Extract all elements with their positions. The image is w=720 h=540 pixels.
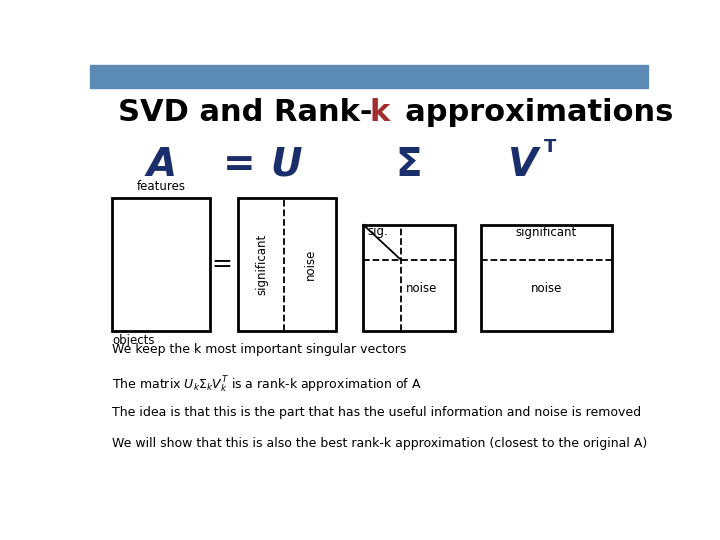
Text: noise: noise: [304, 249, 317, 280]
Text: =: =: [223, 146, 256, 184]
Text: k: k: [369, 98, 390, 127]
Text: We will show that this is also the best rank-k approximation (closest to the ori: We will show that this is also the best …: [112, 437, 647, 450]
Text: features: features: [137, 180, 186, 193]
Text: noise: noise: [406, 282, 438, 295]
Text: The idea is that this is the part that has the useful information and noise is r: The idea is that this is the part that h…: [112, 406, 642, 419]
Text: significant: significant: [516, 226, 577, 239]
Text: SVD and Rank-: SVD and Rank-: [118, 98, 372, 127]
Text: U: U: [271, 146, 302, 184]
Text: objects: objects: [112, 334, 155, 347]
Text: A: A: [146, 146, 176, 184]
Bar: [481, 225, 612, 331]
Text: sig.: sig.: [368, 225, 389, 238]
Text: noise: noise: [531, 282, 562, 295]
Text: The matrix $U_k\Sigma_k V_k^T$ is a rank-k approximation of A: The matrix $U_k\Sigma_k V_k^T$ is a rank…: [112, 375, 422, 395]
Text: We keep the k most important singular vectors: We keep the k most important singular ve…: [112, 343, 407, 356]
Text: V: V: [508, 146, 538, 184]
Text: approximations: approximations: [384, 98, 673, 127]
Text: significant: significant: [256, 234, 269, 295]
Text: =: =: [212, 252, 233, 276]
Bar: [112, 198, 210, 331]
Text: Σ: Σ: [396, 146, 423, 184]
Text: T: T: [544, 138, 556, 156]
Bar: [90, 65, 648, 87]
Bar: [238, 198, 336, 331]
Bar: [364, 225, 456, 331]
